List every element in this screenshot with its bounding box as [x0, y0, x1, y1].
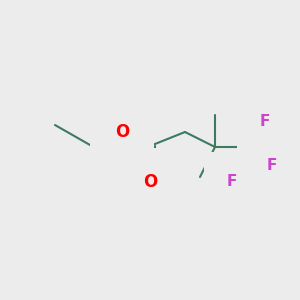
Text: O: O [143, 173, 157, 191]
Text: F: F [267, 158, 277, 172]
Text: O: O [115, 123, 129, 141]
Text: F: F [227, 175, 237, 190]
Text: F: F [260, 115, 270, 130]
